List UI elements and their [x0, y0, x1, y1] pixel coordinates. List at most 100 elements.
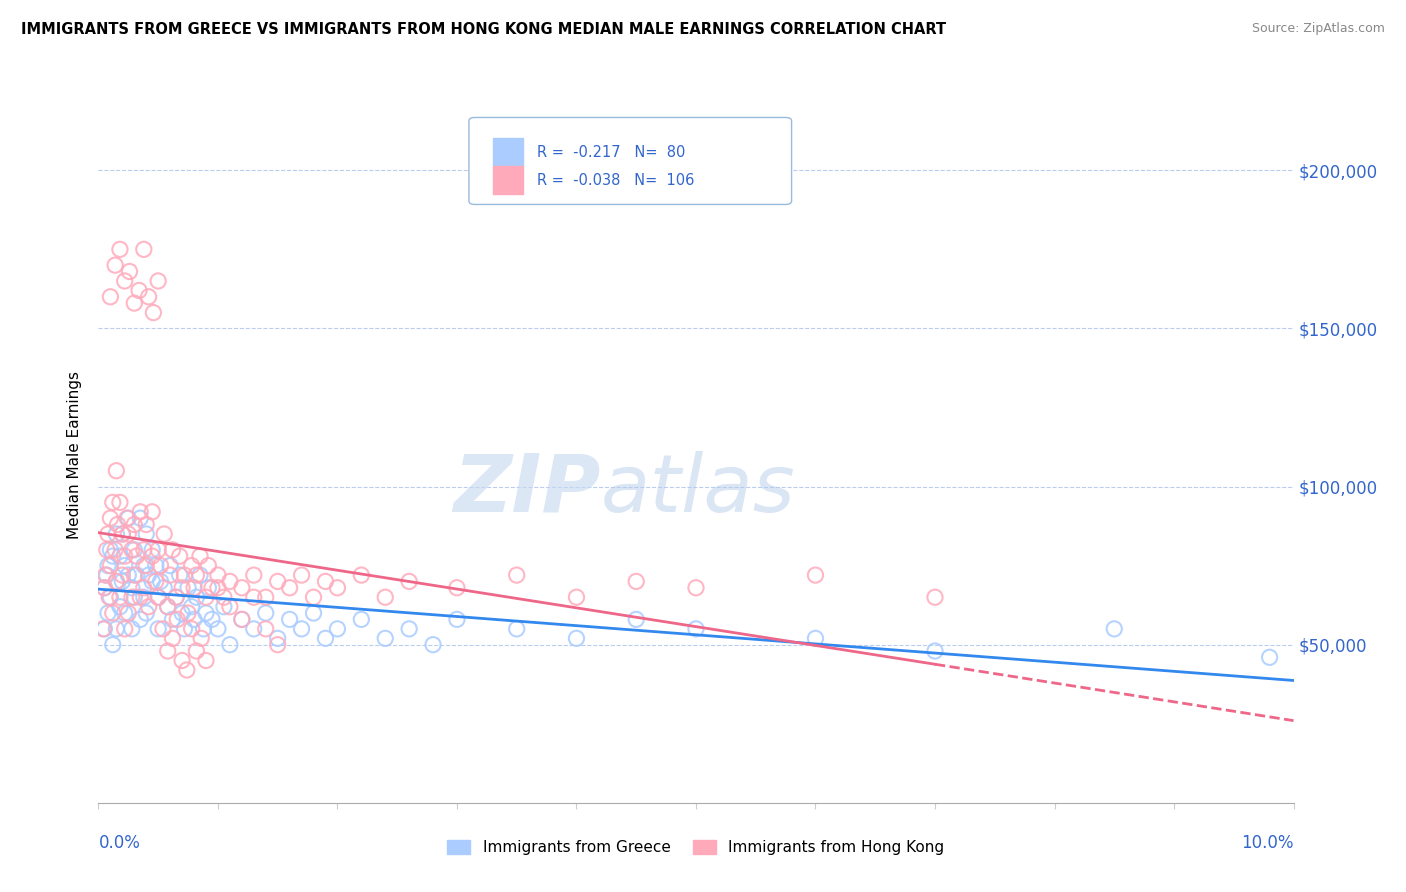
Point: [180, 599, 202, 614]
Point: [212, 591, 235, 605]
Point: [350, 568, 373, 582]
Point: [254, 606, 277, 620]
Point: [111, 568, 134, 582]
Point: [138, 599, 160, 614]
Point: [290, 568, 312, 582]
Point: [100, 591, 122, 605]
Point: [128, 284, 150, 298]
Point: [180, 558, 202, 573]
Point: [231, 581, 253, 595]
Point: [565, 632, 588, 646]
Point: [326, 581, 349, 595]
Point: [201, 612, 224, 626]
Point: [159, 558, 181, 573]
Point: [141, 574, 163, 589]
Point: [97, 558, 120, 573]
Point: [231, 612, 253, 626]
Text: ZIP: ZIP: [453, 450, 600, 529]
Point: [162, 542, 184, 557]
Text: 10.0%: 10.0%: [1241, 834, 1294, 852]
Point: [121, 622, 143, 636]
Point: [243, 622, 266, 636]
Point: [162, 612, 184, 626]
Point: [148, 274, 170, 288]
Point: [302, 591, 325, 605]
Point: [177, 606, 200, 620]
Point: [117, 511, 139, 525]
Point: [129, 591, 152, 605]
Point: [219, 599, 242, 614]
Point: [124, 591, 146, 605]
Point: [169, 568, 191, 582]
Point: [132, 581, 155, 595]
Point: [188, 568, 211, 582]
Point: [148, 542, 170, 557]
Point: [148, 591, 170, 605]
Point: [278, 612, 301, 626]
Point: [91, 622, 114, 636]
Point: [195, 606, 218, 620]
Point: [212, 599, 235, 614]
Point: [124, 517, 146, 532]
Point: [350, 612, 373, 626]
Point: [685, 622, 707, 636]
Point: [186, 644, 208, 658]
Point: [172, 581, 194, 595]
Text: R =  -0.217   N=  80: R = -0.217 N= 80: [537, 145, 685, 160]
Point: [804, 568, 827, 582]
Point: [93, 581, 115, 595]
Point: [108, 243, 131, 257]
Point: [138, 290, 160, 304]
Text: Source: ZipAtlas.com: Source: ZipAtlas.com: [1251, 22, 1385, 36]
Text: atlas: atlas: [600, 450, 796, 529]
Point: [142, 305, 165, 319]
Point: [94, 568, 117, 582]
Point: [124, 542, 146, 557]
Point: [162, 632, 184, 646]
Point: [100, 511, 122, 525]
Point: [96, 542, 118, 557]
Point: [207, 622, 229, 636]
Point: [105, 622, 128, 636]
Point: [108, 549, 131, 563]
Point: [188, 549, 211, 563]
Point: [114, 274, 136, 288]
Point: [124, 568, 146, 582]
Point: [197, 581, 219, 595]
Point: [129, 505, 152, 519]
Point: [138, 568, 160, 582]
Point: [172, 653, 194, 667]
Point: [398, 574, 420, 589]
Point: [101, 495, 124, 509]
Point: [195, 591, 218, 605]
Point: [219, 638, 242, 652]
Point: [177, 581, 200, 595]
Point: [100, 290, 122, 304]
Point: [374, 591, 396, 605]
Point: [149, 574, 172, 589]
Point: [193, 622, 215, 636]
Point: [129, 511, 152, 525]
Bar: [494, 138, 523, 166]
Point: [290, 622, 312, 636]
Point: [446, 581, 468, 595]
Point: [195, 653, 218, 667]
Point: [278, 581, 301, 595]
Point: [141, 549, 163, 563]
Point: [145, 558, 167, 573]
Point: [115, 511, 138, 525]
Point: [101, 606, 124, 620]
Point: [565, 591, 588, 605]
Point: [180, 622, 202, 636]
Point: [506, 568, 529, 582]
Point: [422, 638, 444, 652]
Point: [153, 527, 176, 541]
Point: [156, 599, 179, 614]
Point: [176, 663, 198, 677]
Point: [924, 591, 946, 605]
Point: [374, 632, 396, 646]
Point: [924, 644, 946, 658]
Point: [132, 243, 155, 257]
Point: [156, 599, 179, 614]
Point: [100, 558, 122, 573]
